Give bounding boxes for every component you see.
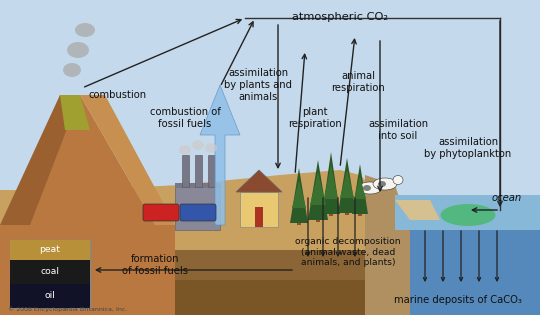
Polygon shape <box>354 176 366 199</box>
Polygon shape <box>322 152 340 214</box>
Text: assimilation
into soil: assimilation into soil <box>368 119 428 141</box>
Text: oil: oil <box>45 291 56 301</box>
Bar <box>10 240 90 308</box>
Polygon shape <box>395 195 540 230</box>
Bar <box>10 240 90 260</box>
Ellipse shape <box>358 182 382 194</box>
Bar <box>255 207 263 227</box>
Text: peat: peat <box>39 245 60 255</box>
Text: assimilation
by plants and
animals: assimilation by plants and animals <box>224 68 292 102</box>
Bar <box>329 206 333 216</box>
Ellipse shape <box>441 204 496 226</box>
Polygon shape <box>0 280 540 315</box>
Text: formation
of fossil fuels: formation of fossil fuels <box>122 254 188 276</box>
Polygon shape <box>310 172 326 205</box>
Ellipse shape <box>205 143 217 153</box>
Ellipse shape <box>67 42 89 58</box>
Polygon shape <box>0 95 80 225</box>
Text: animal
respiration: animal respiration <box>331 71 385 93</box>
Polygon shape <box>236 170 282 192</box>
Polygon shape <box>338 158 356 213</box>
Ellipse shape <box>373 178 397 190</box>
Polygon shape <box>324 164 338 199</box>
Bar <box>175 185 220 230</box>
Text: ocean: ocean <box>492 193 522 203</box>
Text: combustion: combustion <box>89 90 147 100</box>
Text: plant
respiration: plant respiration <box>288 107 342 129</box>
Polygon shape <box>340 170 354 198</box>
Ellipse shape <box>378 180 388 188</box>
Polygon shape <box>292 180 306 208</box>
Bar <box>240 192 278 227</box>
Polygon shape <box>80 95 175 225</box>
Text: organic decomposition
(animal waste, dead
animals, and plants): organic decomposition (animal waste, dea… <box>295 237 401 267</box>
Text: coal: coal <box>40 267 59 277</box>
Polygon shape <box>290 168 308 223</box>
Ellipse shape <box>378 181 386 187</box>
Polygon shape <box>410 215 540 315</box>
Ellipse shape <box>75 23 95 37</box>
Bar <box>316 212 320 222</box>
Bar <box>10 260 90 284</box>
Ellipse shape <box>192 140 204 150</box>
Bar <box>175 183 220 188</box>
Polygon shape <box>308 160 328 220</box>
Polygon shape <box>0 170 540 315</box>
Text: assimilation
by phytoplankton: assimilation by phytoplankton <box>424 137 511 159</box>
Text: marine deposits of CaCO₃: marine deposits of CaCO₃ <box>394 295 522 305</box>
Polygon shape <box>0 250 540 315</box>
Polygon shape <box>352 164 368 214</box>
Bar <box>10 284 90 308</box>
Bar <box>297 215 301 225</box>
Text: © 2008 Encyclopædia Britannica, Inc.: © 2008 Encyclopædia Britannica, Inc. <box>8 306 127 312</box>
Bar <box>358 206 362 216</box>
Polygon shape <box>60 95 90 130</box>
Ellipse shape <box>363 185 371 191</box>
Ellipse shape <box>393 175 403 185</box>
Polygon shape <box>395 200 440 220</box>
FancyBboxPatch shape <box>180 204 216 221</box>
FancyBboxPatch shape <box>143 204 179 221</box>
Text: atmospheric CO₂: atmospheric CO₂ <box>292 12 388 22</box>
Ellipse shape <box>179 145 191 155</box>
Bar <box>182 155 189 187</box>
Ellipse shape <box>63 63 81 77</box>
Bar <box>345 205 349 215</box>
Text: combustion of
fossil fuels: combustion of fossil fuels <box>150 107 220 129</box>
Polygon shape <box>0 95 175 315</box>
Polygon shape <box>365 175 540 315</box>
Polygon shape <box>200 85 240 225</box>
Bar <box>195 155 202 187</box>
Bar <box>208 155 215 187</box>
